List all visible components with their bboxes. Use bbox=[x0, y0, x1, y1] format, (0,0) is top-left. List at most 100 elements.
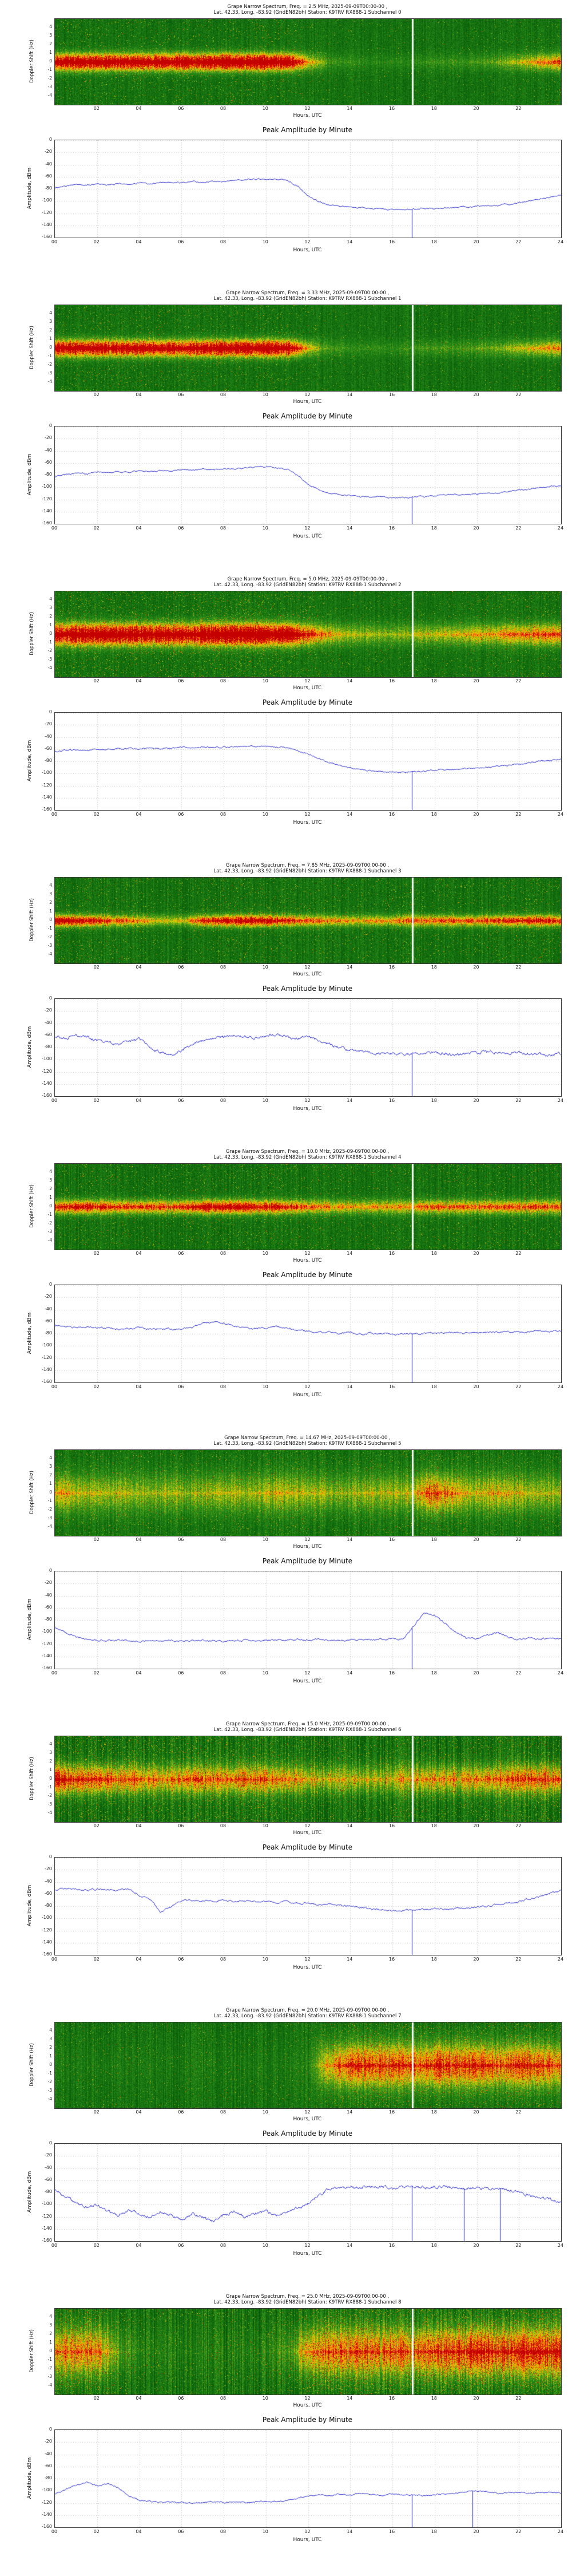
amplitude-canvas bbox=[55, 2430, 561, 2527]
spectrogram-xtick-label: 14 bbox=[347, 1823, 353, 1828]
amplitude-xtick-label: 04 bbox=[136, 2529, 142, 2534]
spectrogram-ytick-label: -1 bbox=[47, 2357, 52, 2362]
spectrogram-xtick-label: 16 bbox=[388, 1537, 395, 1542]
amplitude-xtick-label: 08 bbox=[220, 1957, 227, 1962]
spectrogram-xtick-label: 10 bbox=[262, 392, 268, 397]
subchannel-7-section: Grape Narrow Spectrum, Freq. = 20.0 MHz,… bbox=[0, 2004, 572, 2290]
spectrogram-title-line2: Lat. 42.33, Long. -83.92 (GridEN82bh) St… bbox=[213, 10, 402, 15]
amplitude-xtick-label: 06 bbox=[178, 526, 184, 531]
spectrogram-xlabel: Hours, UTC bbox=[293, 685, 322, 691]
spectrogram-ytick-label: -1 bbox=[47, 353, 52, 358]
amplitude-ytick-label: -100 bbox=[41, 1629, 52, 1634]
spectrogram-xtick-label: 22 bbox=[515, 965, 522, 970]
spectrogram-ytick-label: -1 bbox=[47, 1784, 52, 1789]
spectrogram-xtick-label: 08 bbox=[220, 392, 227, 397]
amplitude-xtick-label: 06 bbox=[178, 2243, 184, 2248]
amplitude-plot bbox=[54, 712, 562, 811]
amplitude-xtick-label: 18 bbox=[431, 239, 437, 244]
amplitude-xtick-label: 02 bbox=[93, 812, 100, 817]
amplitude-ytick-label: -140 bbox=[41, 508, 52, 513]
amplitude-xtick-label: 14 bbox=[347, 2529, 353, 2534]
spectrogram-xtick-label: 22 bbox=[515, 2109, 522, 2115]
amplitude-xtick-label: 22 bbox=[515, 2243, 522, 2248]
spectrogram-ytick-label: 3 bbox=[49, 605, 52, 610]
amplitude-xtick-label: 18 bbox=[431, 1670, 437, 1676]
subchannel-2-section: Grape Narrow Spectrum, Freq. = 5.0 MHz, … bbox=[0, 572, 572, 859]
amplitude-xtick-label: 14 bbox=[347, 1384, 353, 1389]
spectrogram-title-line2: Lat. 42.33, Long. -83.92 (GridEN82bh) St… bbox=[213, 1441, 402, 1447]
spectrogram-xtick-label: 08 bbox=[220, 2109, 227, 2115]
subchannel-8-section: Grape Narrow Spectrum, Freq. = 25.0 MHz,… bbox=[0, 2290, 572, 2576]
amplitude-ylabel: Amplitude, dBm bbox=[27, 740, 33, 782]
spectrogram-ytick-label: -2 bbox=[47, 2079, 52, 2084]
amplitude-ylabel: Amplitude, dBm bbox=[27, 453, 33, 496]
amplitude-xlabel: Hours, UTC bbox=[293, 1678, 322, 1684]
spectrogram-xtick-label: 02 bbox=[93, 392, 100, 397]
amplitude-xtick-label: 10 bbox=[262, 1957, 268, 1962]
spectrogram-xtick-label: 20 bbox=[473, 2396, 479, 2401]
spectrogram-ytick-label: -2 bbox=[47, 1793, 52, 1798]
spectrogram-xtick-label: 14 bbox=[347, 1537, 353, 1542]
spectrogram-xtick-label: 14 bbox=[347, 392, 353, 397]
spectrogram-xtick-label: 04 bbox=[136, 392, 142, 397]
amplitude-xtick-label: 10 bbox=[262, 239, 268, 244]
spectrogram-xtick-label: 22 bbox=[515, 2396, 522, 2401]
spectrogram-ytick-label: 4 bbox=[49, 1741, 52, 1747]
spectrogram-xtick-label: 02 bbox=[93, 1537, 100, 1542]
spectrogram-ytick-label: -2 bbox=[47, 362, 52, 367]
amplitude-ytick-label: -160 bbox=[41, 1951, 52, 1957]
spectrogram-ytick-label: 4 bbox=[49, 883, 52, 888]
spectrogram-ytick-label: -3 bbox=[47, 943, 52, 948]
amplitude-xtick-label: 22 bbox=[515, 1384, 522, 1389]
spectrogram-xtick-label: 20 bbox=[473, 678, 479, 683]
spectrogram-xtick-label: 20 bbox=[473, 1823, 479, 1828]
spectrogram-title-line1: Grape Narrow Spectrum, Freq. = 20.0 MHz,… bbox=[225, 2008, 390, 2013]
spectrogram-ytick-label: -3 bbox=[47, 1229, 52, 1234]
spectrogram-xtick-label: 18 bbox=[431, 1251, 437, 1256]
amplitude-ytick-label: -60 bbox=[44, 1318, 52, 1323]
amplitude-xlabel: Hours, UTC bbox=[293, 2251, 322, 2257]
amplitude-plot bbox=[54, 1285, 562, 1383]
amplitude-xtick-label: 14 bbox=[347, 2243, 353, 2248]
spectrogram-title-line2: Lat. 42.33, Long. -83.92 (GridEN82bh) St… bbox=[213, 1727, 402, 1733]
spectrogram-ytick-label: -4 bbox=[47, 2383, 52, 2388]
spectrogram-ytick-label: -2 bbox=[47, 1220, 52, 1226]
spectrogram-xtick-label: 16 bbox=[388, 106, 395, 111]
amplitude-ylabel: Amplitude, dBm bbox=[27, 167, 33, 210]
spectrogram-ylabel: Doppler Shift (Hz) bbox=[29, 898, 35, 942]
spectrogram-xtick-label: 04 bbox=[136, 106, 142, 111]
amplitude-ytick-label: -120 bbox=[41, 1354, 52, 1360]
amplitude-ytick-label: -40 bbox=[44, 2164, 52, 2170]
spectrogram-ytick-label: -3 bbox=[47, 1801, 52, 1807]
spectrogram-title-line1: Grape Narrow Spectrum, Freq. = 7.85 MHz,… bbox=[225, 863, 390, 868]
amplitude-ylabel: Amplitude, dBm bbox=[27, 2457, 33, 2499]
spectrogram-xtick-label: 20 bbox=[473, 106, 479, 111]
spectrogram-xtick-label: 08 bbox=[220, 1537, 227, 1542]
amplitude-ytick-label: -40 bbox=[44, 1306, 52, 1311]
spectrogram-xtick-label: 16 bbox=[388, 678, 395, 683]
spectrogram-xtick-label: 14 bbox=[347, 2396, 353, 2401]
amplitude-ytick-label: -80 bbox=[44, 2189, 52, 2194]
spectrogram-ytick-label: -3 bbox=[47, 370, 52, 376]
amplitude-title: Peak Amplitude by Minute bbox=[262, 2129, 353, 2138]
spectrogram-xtick-label: 22 bbox=[515, 1537, 522, 1542]
spectrogram-xtick-label: 18 bbox=[431, 2396, 437, 2401]
spectrogram-xtick-label: 10 bbox=[262, 1251, 268, 1256]
amplitude-canvas bbox=[55, 2144, 561, 2241]
amplitude-ytick-label: 0 bbox=[49, 137, 52, 142]
spectrogram-ytick-label: -2 bbox=[47, 2365, 52, 2370]
amplitude-plot bbox=[54, 998, 562, 1097]
spectrogram-xtick-label: 10 bbox=[262, 2109, 268, 2115]
amplitude-xlabel: Hours, UTC bbox=[293, 1392, 322, 1398]
spectrogram-ytick-label: 4 bbox=[49, 2028, 52, 2033]
amplitude-xtick-label: 22 bbox=[515, 812, 522, 817]
amplitude-ylabel: Amplitude, dBm bbox=[27, 1598, 33, 1641]
amplitude-ytick-label: -160 bbox=[41, 520, 52, 526]
amplitude-ytick-label: -80 bbox=[44, 1903, 52, 1908]
spectrogram-ylabel: Doppler Shift (Hz) bbox=[29, 1184, 35, 1228]
amplitude-ytick-label: -120 bbox=[41, 1927, 52, 1933]
amplitude-xtick-label: 16 bbox=[388, 812, 395, 817]
amplitude-xtick-label: 08 bbox=[220, 1670, 227, 1676]
spectrogram-title-line2: Lat. 42.33, Long. -83.92 (GridEN82bh) St… bbox=[213, 296, 402, 302]
amplitude-xtick-label: 06 bbox=[178, 1670, 184, 1676]
